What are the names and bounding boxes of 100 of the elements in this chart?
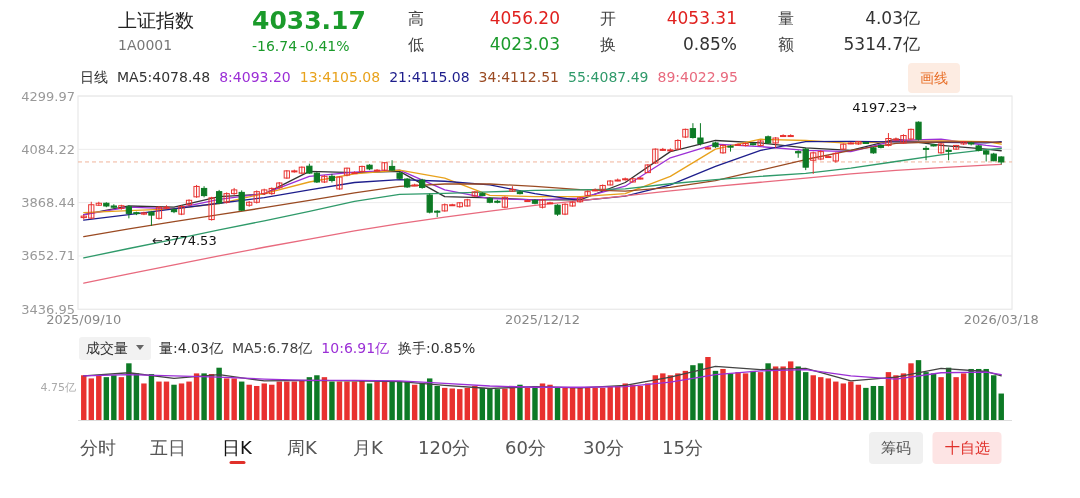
bar — [742, 373, 749, 420]
bar — [908, 363, 914, 420]
text: 额 — [778, 35, 794, 54]
bar — [291, 381, 298, 420]
bar — [171, 384, 177, 420]
text: 分时 — [80, 437, 116, 458]
bar — [201, 373, 207, 420]
bar — [479, 387, 486, 420]
text: 周K — [287, 437, 318, 458]
bar — [584, 387, 591, 420]
annotation: 4197.23→ — [852, 100, 918, 115]
text: 89:4022.95 — [657, 69, 738, 85]
text: 60分 — [505, 437, 546, 458]
text: 4053.31 — [666, 8, 737, 28]
text: -16.74 — [252, 38, 298, 54]
bar — [960, 373, 967, 420]
bar — [765, 363, 771, 420]
bar — [599, 387, 606, 420]
text: 1A0001 — [118, 37, 173, 53]
bar — [366, 383, 373, 420]
bar — [675, 373, 681, 420]
bar — [389, 381, 395, 420]
bar — [434, 385, 440, 420]
line-series — [83, 163, 1002, 284]
bar — [88, 378, 94, 420]
text: 120分 — [418, 437, 471, 458]
bar — [344, 381, 350, 420]
bar — [111, 375, 117, 420]
text: 高 — [408, 9, 424, 28]
bar — [269, 384, 275, 420]
bar — [810, 375, 816, 420]
bar — [524, 387, 531, 420]
bar — [118, 377, 125, 420]
bar — [720, 368, 726, 420]
y-tick-label: 4084.22 — [21, 141, 75, 157]
bar — [141, 383, 147, 420]
bar — [359, 380, 365, 420]
bar — [381, 381, 388, 420]
chart-title: 成交量 — [86, 340, 128, 356]
bar — [923, 372, 929, 420]
bar — [329, 381, 335, 420]
bar — [554, 387, 561, 420]
bar — [727, 373, 734, 420]
candlestick — [719, 143, 727, 155]
candlestick — [238, 189, 245, 212]
bar — [712, 370, 719, 420]
bar — [848, 381, 854, 420]
bar — [592, 387, 598, 420]
bar — [276, 381, 282, 420]
bar — [299, 380, 305, 420]
bar — [607, 386, 613, 420]
candlestick — [922, 145, 930, 161]
bar — [261, 383, 267, 420]
text: 34:4112.51 — [478, 69, 560, 85]
text: 8:4093.20 — [219, 69, 291, 85]
bar — [457, 389, 463, 420]
text: MA5:4078.48 — [117, 69, 211, 85]
bar — [404, 381, 410, 420]
bar — [735, 372, 741, 420]
bar — [833, 381, 839, 420]
bar — [870, 385, 877, 420]
bar — [246, 384, 252, 420]
candlestick — [185, 198, 193, 207]
bar — [562, 387, 568, 420]
bar — [825, 378, 831, 420]
bar — [863, 387, 869, 420]
line-series — [83, 141, 1002, 238]
bar — [855, 384, 862, 420]
candlestick — [358, 165, 366, 174]
text: 量:4.03亿 — [159, 340, 223, 356]
bar — [351, 381, 358, 420]
bar — [991, 375, 997, 420]
bar — [780, 366, 786, 420]
bar — [193, 373, 200, 420]
bar — [930, 373, 937, 420]
text: -0.41% — [300, 38, 350, 54]
bar — [502, 388, 508, 420]
text: 开 — [600, 9, 616, 28]
series-label: MA5:6.78亿 — [231, 340, 313, 356]
bar — [96, 375, 102, 420]
text: 日K — [222, 437, 253, 458]
bar — [750, 370, 756, 420]
candlestick — [576, 196, 584, 204]
bar — [81, 375, 87, 420]
text: 21:4115.08 — [389, 69, 470, 85]
annotation: ←3774.53 — [152, 233, 217, 248]
bar — [998, 393, 1004, 420]
bar — [126, 363, 132, 420]
text: 画线 — [920, 70, 948, 86]
bar — [953, 377, 959, 420]
bar — [517, 384, 523, 420]
x-tick-label: 2025/12/12 — [505, 312, 580, 327]
y-tick-label: 4299.97 — [21, 88, 75, 104]
bar — [223, 378, 230, 420]
bar — [637, 385, 643, 420]
bar — [254, 385, 260, 420]
bar — [705, 357, 711, 420]
text: 五日 — [150, 437, 186, 458]
x-tick-label: 2026/03/18 — [963, 312, 1039, 327]
bar — [178, 383, 185, 420]
